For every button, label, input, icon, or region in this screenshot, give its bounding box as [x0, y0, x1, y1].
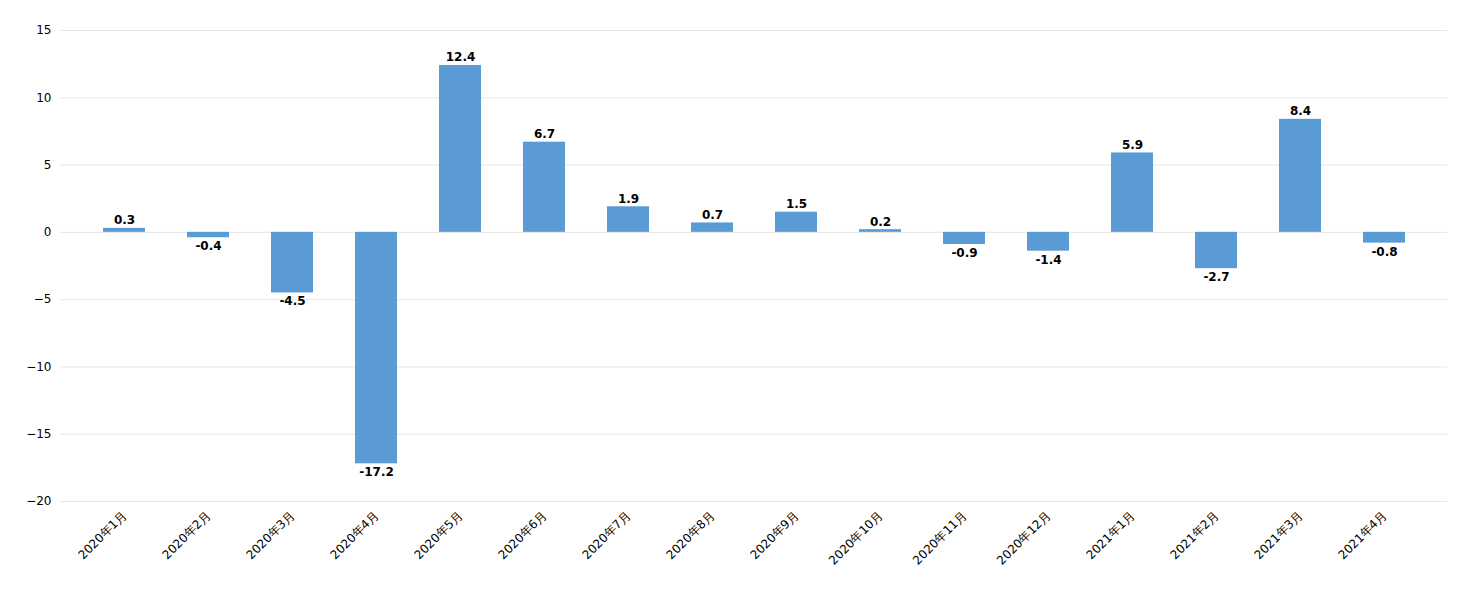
svg-text:12.4: 12.4 — [446, 50, 476, 64]
svg-text:2020年3月: 2020年3月 — [243, 508, 297, 562]
svg-text:2020年9月: 2020年9月 — [747, 508, 801, 562]
svg-text:2020年11月: 2020年11月 — [910, 508, 969, 567]
svg-text:2021年3月: 2021年3月 — [1251, 508, 1305, 562]
svg-text:-0.8: -0.8 — [1371, 245, 1397, 259]
svg-text:2020年4月: 2020年4月 — [327, 508, 381, 562]
svg-text:2021年4月: 2021年4月 — [1335, 508, 1389, 562]
svg-text:0.7: 0.7 — [702, 208, 723, 222]
svg-text:0.3: 0.3 — [114, 213, 135, 227]
svg-text:-1.4: -1.4 — [1035, 253, 1061, 267]
svg-text:-0.4: -0.4 — [195, 239, 221, 253]
svg-text:0.2: 0.2 — [870, 215, 891, 229]
svg-text:2020年6月: 2020年6月 — [495, 508, 549, 562]
svg-text:−5: −5 — [34, 292, 52, 306]
svg-text:0: 0 — [44, 225, 52, 239]
svg-text:-17.2: -17.2 — [359, 465, 394, 479]
svg-text:5.9: 5.9 — [1122, 138, 1143, 152]
svg-text:2020年5月: 2020年5月 — [411, 508, 465, 562]
svg-text:-4.5: -4.5 — [279, 294, 305, 308]
svg-text:2020年12月: 2020年12月 — [994, 508, 1053, 567]
svg-text:2021年1月: 2021年1月 — [1083, 508, 1137, 562]
svg-text:2020年2月: 2020年2月 — [159, 508, 213, 562]
svg-text:2020年1月: 2020年1月 — [75, 508, 129, 562]
svg-text:2020年8月: 2020年8月 — [663, 508, 717, 562]
svg-text:1.5: 1.5 — [786, 197, 807, 211]
svg-text:1.9: 1.9 — [618, 192, 639, 206]
svg-text:10: 10 — [36, 91, 51, 105]
svg-text:−10: −10 — [26, 360, 51, 374]
svg-text:8.4: 8.4 — [1290, 104, 1311, 118]
svg-text:15: 15 — [36, 23, 51, 37]
svg-text:2021年2月: 2021年2月 — [1167, 508, 1221, 562]
svg-text:-2.7: -2.7 — [1203, 270, 1229, 284]
svg-text:−20: −20 — [26, 494, 51, 508]
svg-text:2020年7月: 2020年7月 — [579, 508, 633, 562]
svg-text:6.7: 6.7 — [534, 127, 555, 141]
svg-text:2020年10月: 2020年10月 — [826, 508, 885, 567]
svg-text:5: 5 — [44, 158, 52, 172]
svg-text:−15: −15 — [26, 427, 51, 441]
svg-text:-0.9: -0.9 — [951, 246, 977, 260]
